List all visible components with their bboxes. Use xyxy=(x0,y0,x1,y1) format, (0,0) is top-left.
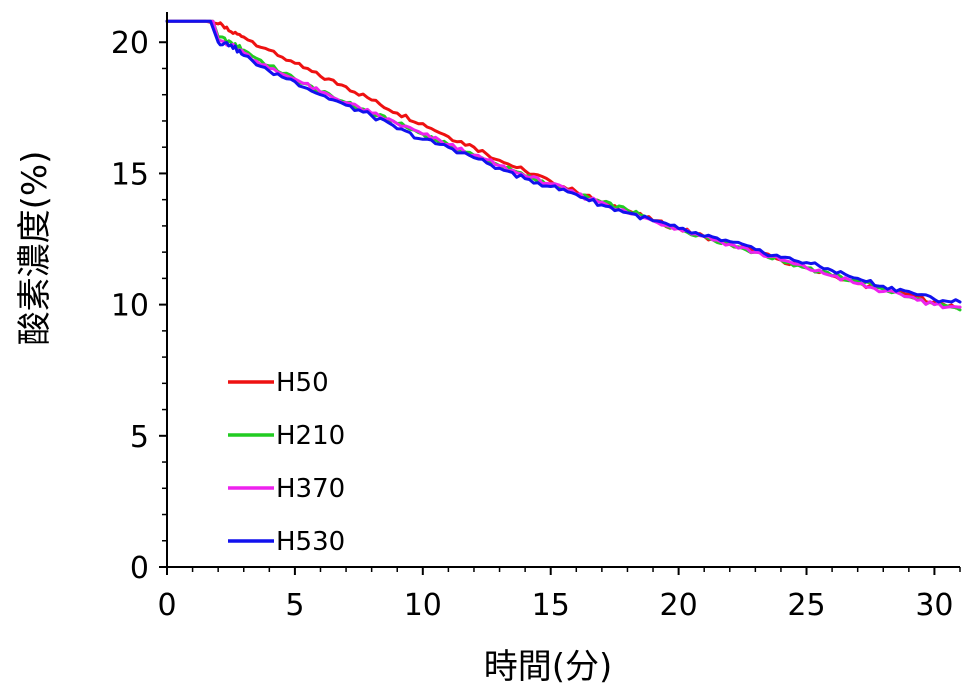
legend-item-h530: H530 xyxy=(228,527,345,557)
y-tick-label: 0 xyxy=(130,551,149,586)
x-tick-label: 15 xyxy=(532,588,570,623)
tick-labels: 0 5 10 15 20 0 5 10 15 20 25 30 xyxy=(111,26,954,623)
x-tick-label: 5 xyxy=(285,588,304,623)
axes xyxy=(166,12,960,568)
legend-item-h370: H370 xyxy=(228,474,345,504)
legend-label: H370 xyxy=(276,474,345,504)
ticks xyxy=(159,41,961,575)
y-axis-title: 酸素濃度(%) xyxy=(15,151,55,346)
y-tick-label: 10 xyxy=(111,289,149,324)
x-tick-label: 30 xyxy=(915,588,953,623)
y-tick-label: 20 xyxy=(111,26,149,61)
legend: H50 H210 H370 H530 xyxy=(228,368,345,557)
legend-label: H210 xyxy=(276,421,345,451)
x-tick-label: 0 xyxy=(157,588,176,623)
legend-label: H530 xyxy=(276,527,345,557)
series-line-h370 xyxy=(165,19,962,310)
legend-item-h210: H210 xyxy=(228,421,345,451)
y-tick-label: 5 xyxy=(130,420,149,455)
plot-lines xyxy=(165,19,962,312)
y-tick-label: 15 xyxy=(111,157,149,192)
x-tick-label: 10 xyxy=(404,588,442,623)
legend-item-h50: H50 xyxy=(228,368,329,398)
legend-label: H50 xyxy=(276,368,329,398)
x-tick-label: 25 xyxy=(787,588,825,623)
x-axis-title: 時間(分) xyxy=(484,647,613,687)
series-line-h210 xyxy=(165,19,962,312)
series-line-h50 xyxy=(165,19,962,310)
series-line-h530 xyxy=(165,19,962,304)
x-tick-label: 20 xyxy=(660,588,698,623)
